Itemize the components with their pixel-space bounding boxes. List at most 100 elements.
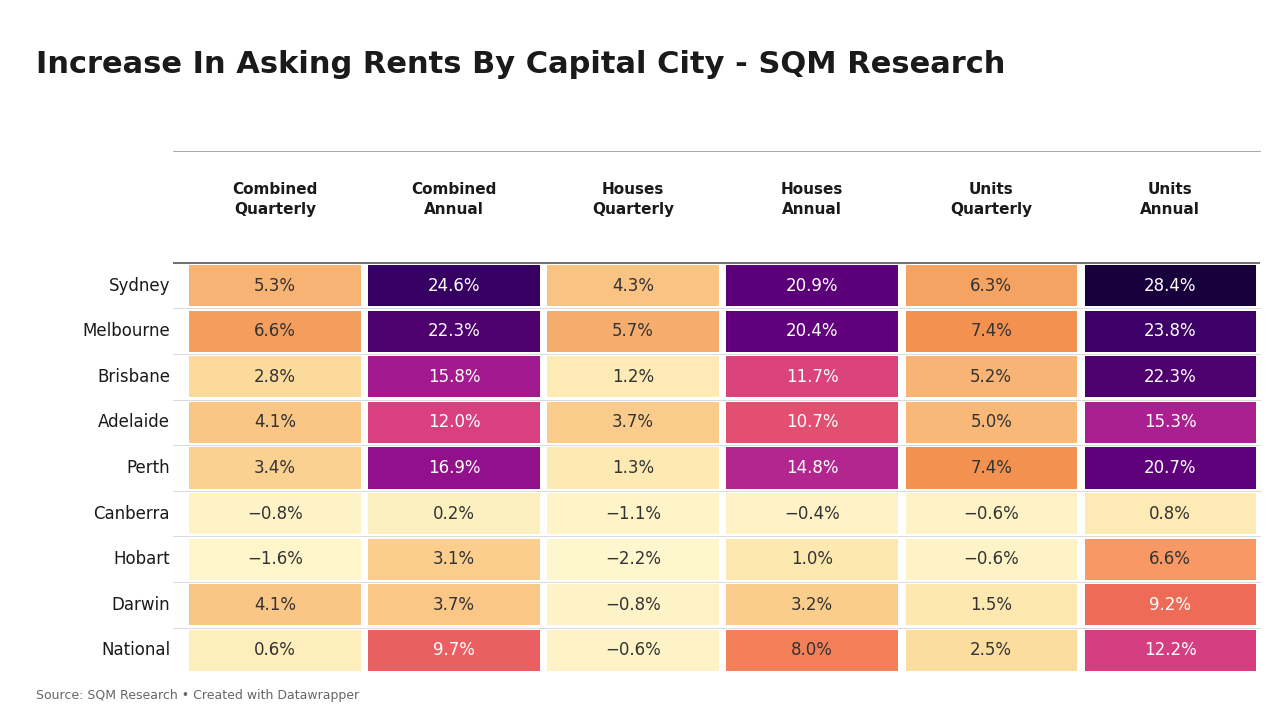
Text: 0.6%: 0.6% bbox=[255, 642, 295, 660]
Text: 3.2%: 3.2% bbox=[792, 596, 833, 613]
Text: 5.2%: 5.2% bbox=[971, 368, 1012, 386]
Bar bbox=[368, 402, 540, 443]
Text: −0.6%: −0.6% bbox=[963, 505, 1019, 523]
Text: 10.7%: 10.7% bbox=[785, 413, 839, 431]
Bar bbox=[547, 539, 719, 580]
Bar bbox=[1085, 265, 1256, 306]
Text: 20.7%: 20.7% bbox=[1143, 459, 1197, 477]
Bar bbox=[726, 493, 898, 534]
Text: −0.8%: −0.8% bbox=[247, 505, 303, 523]
Bar bbox=[1085, 447, 1256, 489]
Bar bbox=[726, 402, 898, 443]
Bar bbox=[906, 265, 1077, 306]
Text: Combined
Quarterly: Combined Quarterly bbox=[233, 182, 317, 217]
Bar bbox=[1085, 539, 1256, 580]
Text: Perth: Perth bbox=[127, 459, 170, 477]
Bar bbox=[1085, 584, 1256, 626]
Bar bbox=[189, 539, 361, 580]
Text: Increase In Asking Rents By Capital City - SQM Research: Increase In Asking Rents By Capital City… bbox=[36, 50, 1005, 79]
Text: 6.6%: 6.6% bbox=[255, 323, 295, 340]
Bar bbox=[368, 493, 540, 534]
Text: −0.8%: −0.8% bbox=[605, 596, 661, 613]
Text: 1.0%: 1.0% bbox=[792, 550, 833, 568]
Bar bbox=[547, 630, 719, 671]
Bar bbox=[726, 447, 898, 489]
Bar bbox=[726, 310, 898, 352]
Bar bbox=[726, 630, 898, 671]
Text: 5.3%: 5.3% bbox=[255, 276, 295, 294]
Text: 5.0%: 5.0% bbox=[971, 413, 1012, 431]
Bar bbox=[726, 356, 898, 397]
Text: 15.3%: 15.3% bbox=[1143, 413, 1197, 431]
Bar bbox=[368, 584, 540, 626]
Bar bbox=[547, 265, 719, 306]
Text: 20.9%: 20.9% bbox=[785, 276, 839, 294]
Bar bbox=[1085, 402, 1256, 443]
Text: Sydney: Sydney bbox=[109, 276, 170, 294]
Text: 2.5%: 2.5% bbox=[971, 642, 1012, 660]
Bar bbox=[189, 402, 361, 443]
Bar bbox=[906, 356, 1077, 397]
Text: −0.6%: −0.6% bbox=[605, 642, 661, 660]
Text: 0.2%: 0.2% bbox=[434, 505, 475, 523]
Bar bbox=[547, 356, 719, 397]
Bar bbox=[368, 447, 540, 489]
Text: National: National bbox=[101, 642, 170, 660]
Text: 6.6%: 6.6% bbox=[1150, 550, 1191, 568]
Text: 16.9%: 16.9% bbox=[427, 459, 481, 477]
Bar bbox=[1085, 356, 1256, 397]
Bar bbox=[1085, 493, 1256, 534]
Bar bbox=[189, 493, 361, 534]
Text: −0.4%: −0.4% bbox=[784, 505, 840, 523]
Bar bbox=[906, 310, 1077, 352]
Text: 9.7%: 9.7% bbox=[434, 642, 475, 660]
Text: Combined
Annual: Combined Annual bbox=[412, 182, 496, 217]
Text: 4.1%: 4.1% bbox=[255, 413, 295, 431]
Text: 6.3%: 6.3% bbox=[971, 276, 1012, 294]
Text: 7.4%: 7.4% bbox=[971, 459, 1012, 477]
Text: 4.1%: 4.1% bbox=[255, 596, 295, 613]
Text: Houses
Quarterly: Houses Quarterly bbox=[592, 182, 674, 217]
Bar bbox=[547, 310, 719, 352]
Text: Adelaide: Adelaide bbox=[98, 413, 170, 431]
Bar bbox=[547, 493, 719, 534]
Text: Units
Annual: Units Annual bbox=[1141, 182, 1200, 217]
Text: 12.0%: 12.0% bbox=[427, 413, 481, 431]
Text: 8.0%: 8.0% bbox=[792, 642, 833, 660]
Text: Melbourne: Melbourne bbox=[82, 323, 170, 340]
Bar bbox=[547, 402, 719, 443]
Bar bbox=[906, 493, 1077, 534]
Text: 15.8%: 15.8% bbox=[427, 368, 481, 386]
Text: 11.7%: 11.7% bbox=[785, 368, 839, 386]
Text: 7.4%: 7.4% bbox=[971, 323, 1012, 340]
Bar bbox=[726, 539, 898, 580]
Bar bbox=[726, 265, 898, 306]
Bar bbox=[1085, 630, 1256, 671]
Bar bbox=[726, 584, 898, 626]
Text: 9.2%: 9.2% bbox=[1150, 596, 1191, 613]
Text: 5.7%: 5.7% bbox=[613, 323, 654, 340]
Text: 14.8%: 14.8% bbox=[785, 459, 839, 477]
Bar bbox=[906, 630, 1077, 671]
Text: Houses
Annual: Houses Annual bbox=[781, 182, 843, 217]
Bar bbox=[189, 356, 361, 397]
Text: 3.1%: 3.1% bbox=[434, 550, 475, 568]
Text: 1.5%: 1.5% bbox=[971, 596, 1012, 613]
Bar bbox=[189, 447, 361, 489]
Text: 3.7%: 3.7% bbox=[613, 413, 654, 431]
Bar bbox=[906, 402, 1077, 443]
Bar bbox=[368, 630, 540, 671]
Bar bbox=[368, 356, 540, 397]
Text: −0.6%: −0.6% bbox=[963, 550, 1019, 568]
Text: Brisbane: Brisbane bbox=[97, 368, 170, 386]
Bar bbox=[189, 630, 361, 671]
Bar bbox=[547, 447, 719, 489]
Text: 1.2%: 1.2% bbox=[613, 368, 654, 386]
Text: 22.3%: 22.3% bbox=[1143, 368, 1197, 386]
Text: 3.7%: 3.7% bbox=[434, 596, 475, 613]
Text: 0.8%: 0.8% bbox=[1150, 505, 1191, 523]
Text: −2.2%: −2.2% bbox=[605, 550, 661, 568]
Bar bbox=[368, 539, 540, 580]
Bar bbox=[189, 265, 361, 306]
Text: 1.3%: 1.3% bbox=[613, 459, 654, 477]
